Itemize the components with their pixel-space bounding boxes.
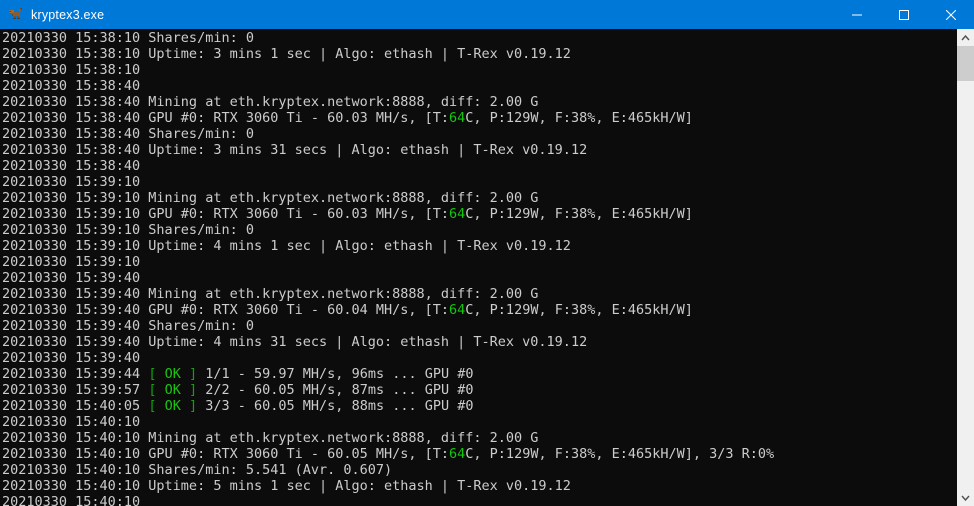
console-line: 20210330 15:38:40 GPU #0: RTX 3060 Ti - … xyxy=(2,110,693,126)
window-controls xyxy=(833,0,974,29)
console-line: 20210330 15:39:40 xyxy=(2,350,141,366)
minimize-icon xyxy=(851,14,862,15)
scroll-up-icon xyxy=(961,34,970,40)
console-line: 20210330 15:40:10 Uptime: 5 mins 1 sec |… xyxy=(2,478,571,494)
console-line: 20210330 15:40:10 xyxy=(2,414,141,430)
console-line: 20210330 15:40:05 [ OK ] 3/3 - 60.05 MH/… xyxy=(2,398,474,414)
console-line: 20210330 15:38:10 xyxy=(2,62,141,78)
console-line: 20210330 15:38:40 Uptime: 3 mins 31 secs… xyxy=(2,142,588,158)
console-line: 20210330 15:39:40 Mining at eth.kryptex.… xyxy=(2,286,539,302)
console-line: 20210330 15:38:40 xyxy=(2,78,141,94)
console-line: 20210330 15:38:40 Shares/min: 0 xyxy=(2,126,254,142)
console-output: 20210330 15:38:10 Shares/min: 0 20210330 … xyxy=(0,29,957,506)
console-line: 20210330 15:40:10 Shares/min: 5.541 (Avr… xyxy=(2,462,393,478)
console-line: 20210330 15:39:10 Mining at eth.kryptex.… xyxy=(2,190,539,206)
console-line: 20210330 15:38:10 Shares/min: 0 xyxy=(2,30,254,46)
scrollbar-thumb[interactable] xyxy=(957,46,974,81)
console-line: 20210330 15:39:40 xyxy=(2,270,141,286)
trex-dino-icon xyxy=(8,7,24,23)
console-line: 20210330 15:40:10 xyxy=(2,494,141,506)
console-line: 20210330 15:38:10 Uptime: 3 mins 1 sec |… xyxy=(2,46,571,62)
scroll-down-button[interactable] xyxy=(957,489,974,506)
console-line: 20210330 15:39:57 [ OK ] 2/2 - 60.05 MH/… xyxy=(2,382,474,398)
console-body: 20210330 15:38:10 Shares/min: 0 20210330 … xyxy=(0,29,974,506)
console-line: 20210330 15:39:40 Uptime: 4 mins 31 secs… xyxy=(2,334,588,350)
console-line: 20210330 15:39:10 Shares/min: 0 xyxy=(2,222,254,238)
window-title: kryptex3.exe xyxy=(31,7,105,22)
console-line: 20210330 15:39:10 xyxy=(2,174,141,190)
close-button[interactable] xyxy=(927,0,974,29)
maximize-button[interactable] xyxy=(880,0,927,29)
console-line: 20210330 15:40:10 Mining at eth.kryptex.… xyxy=(2,430,539,446)
console-line: 20210330 15:38:40 xyxy=(2,158,141,174)
console-line: 20210330 15:39:10 Uptime: 4 mins 1 sec |… xyxy=(2,238,571,254)
console-line: 20210330 15:39:44 [ OK ] 1/1 - 59.97 MH/… xyxy=(2,366,474,382)
console-line: 20210330 15:39:40 Shares/min: 0 xyxy=(2,318,254,334)
console-line: 20210330 15:40:10 GPU #0: RTX 3060 Ti - … xyxy=(2,446,775,462)
close-icon xyxy=(945,9,956,20)
vertical-scrollbar[interactable] xyxy=(957,29,974,506)
scrollbar-track[interactable] xyxy=(957,81,974,489)
scroll-down-icon xyxy=(961,495,970,501)
scroll-up-button[interactable] xyxy=(957,29,974,46)
minimize-button[interactable] xyxy=(833,0,880,29)
console-line: 20210330 15:39:40 GPU #0: RTX 3060 Ti - … xyxy=(2,302,693,318)
console-line: 20210330 15:39:10 GPU #0: RTX 3060 Ti - … xyxy=(2,206,693,222)
maximize-icon xyxy=(898,9,909,20)
titlebar[interactable]: kryptex3.exe xyxy=(0,0,974,29)
console-line: 20210330 15:39:10 xyxy=(2,254,141,270)
console-line: 20210330 15:38:40 Mining at eth.kryptex.… xyxy=(2,94,539,110)
